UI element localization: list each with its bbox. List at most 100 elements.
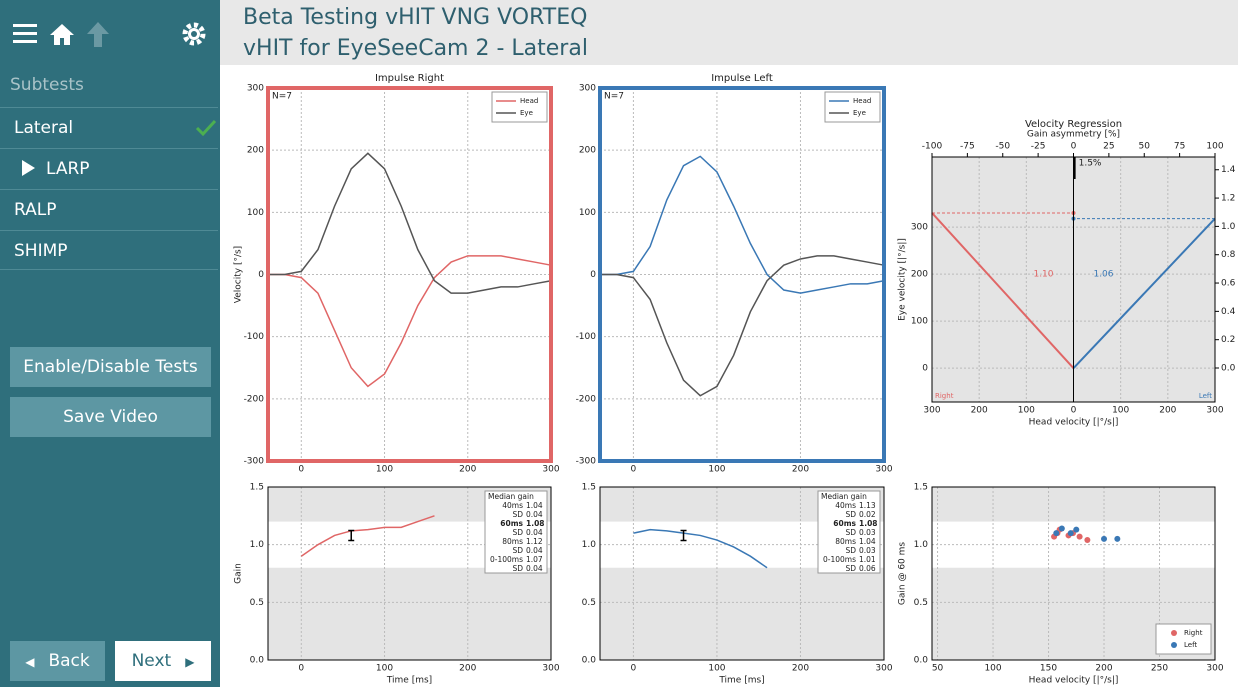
y-tick-label: 1.5 [582,483,596,493]
subtest-label: RALP [14,200,57,220]
plot-frame [598,86,886,463]
gain-table-value: 1.08 [859,519,878,528]
point [1101,535,1108,542]
gain-table [817,490,881,574]
subtest-item[interactable]: LARP [0,148,218,188]
x-tick-label: 200 [971,406,988,416]
x2-tick-label: -25 [1031,142,1046,152]
point [1054,530,1061,537]
x-tick-label: 200 [792,465,809,475]
legend-box [824,91,881,123]
y-tick-label: -300 [244,457,265,467]
plot-frame [599,486,885,661]
legend-box [1155,623,1212,655]
normal-range [268,521,551,568]
legend-box [491,91,548,123]
gain-table-key: SD [512,564,523,573]
plot-frame [266,86,553,463]
legend-label: Head [520,97,538,105]
y2-tick-label: 1.0 [1221,222,1236,232]
x-tick-label: 0 [298,465,304,475]
series-line [931,212,1075,369]
x-tick-label: 150 [1040,664,1057,674]
gain-table-value: 0.04 [526,510,543,519]
point [1058,525,1065,532]
subtest-item[interactable]: SHIMP [0,230,218,270]
gain-table-value: 1.12 [526,537,543,546]
gain-table-title: Median gain [488,492,534,501]
subtest-item[interactable]: RALP [0,189,218,229]
gain-table-key: 80ms [835,537,856,546]
y-tick-label: 1.0 [250,540,265,550]
plot-background [600,487,884,660]
x-tick-label: 100 [984,664,1001,674]
point [1076,533,1083,540]
y-axis-label: Velocity [°/s] [234,246,244,303]
x2-axis-label: Gain asymmetry [%] [1027,130,1120,140]
gain-table-value: 1.04 [859,537,876,546]
settings-icon[interactable] [182,22,206,46]
x-tick-label: 200 [792,664,809,674]
subtest-item[interactable]: Lateral [0,107,218,147]
point [1065,532,1072,539]
next-button[interactable]: Next ▶ [115,641,211,681]
y-tick-label: 0.5 [250,598,264,608]
y-axis-label: Eye velocity [|°/s|] [898,238,908,321]
y-tick-label: 300 [579,84,596,94]
y-tick-label: 200 [911,270,928,280]
gain-table [484,490,548,574]
y-tick-label: 1.5 [914,483,928,493]
slope-label: 1.06 [1093,270,1113,280]
x-tick-label: 300 [923,406,940,416]
back-button[interactable]: ◀ Back [10,641,105,681]
y-axis-label: Gain @ 60 ms [898,542,908,605]
point [1084,537,1091,544]
legend-label: Left [1184,641,1197,649]
plot-frame [931,156,1216,403]
gain-point [1071,216,1076,221]
gain-table-value: 0.06 [859,564,876,573]
y-tick-label: 0.5 [582,598,596,608]
x-tick-label: 100 [376,465,393,475]
gain-table-value: 0.04 [526,546,543,555]
enable-button[interactable]: Enable/Disable Tests [10,347,211,387]
chart-title: Impulse Right [375,73,444,84]
series-line [600,255,885,397]
gain-point [1071,210,1076,215]
header: Beta Testing vHIT VNG VORTEQ vHIT for Ey… [220,0,1238,65]
chart-title: Impulse Left [711,73,773,84]
gain-table-value: 1.07 [526,555,543,564]
normal-range [600,521,884,568]
slope-label: 1.10 [1033,270,1053,280]
plot-background [268,88,551,461]
series-line [600,155,885,294]
median-marker [680,529,687,542]
menu-icon[interactable] [13,24,37,43]
gain-table-value: 0.02 [859,510,876,519]
gain-table-value: 0.04 [526,564,543,573]
y-tick-label: 0.0 [582,656,597,666]
y-tick-label: 0.0 [914,656,929,666]
legend-label: Eye [520,109,533,117]
y2-tick-label: 0.8 [1221,250,1236,260]
gain-table-key: SD [512,546,523,555]
home-icon[interactable] [50,24,74,45]
side-label: Right [935,392,954,400]
y-tick-label: 1.0 [914,540,929,550]
next-label: Next [131,651,172,671]
subtest-label: SHIMP [14,241,68,261]
point [1067,530,1074,537]
legend-label: Eye [853,109,866,117]
x-axis-label: Time [ms] [718,676,764,686]
gain-table-value: 1.01 [859,555,876,564]
save-button[interactable]: Save Video [10,397,211,437]
gain-table-value: 1.08 [526,519,545,528]
gain-table-value: 0.04 [526,528,543,537]
x-tick-label: 100 [1112,406,1129,416]
x-tick-label: 300 [542,465,559,475]
legend-swatch [1171,642,1177,648]
gain-table-key: 80ms [502,537,523,546]
gain-table-value: 1.13 [859,501,876,510]
subtest-label: LARP [46,159,90,179]
